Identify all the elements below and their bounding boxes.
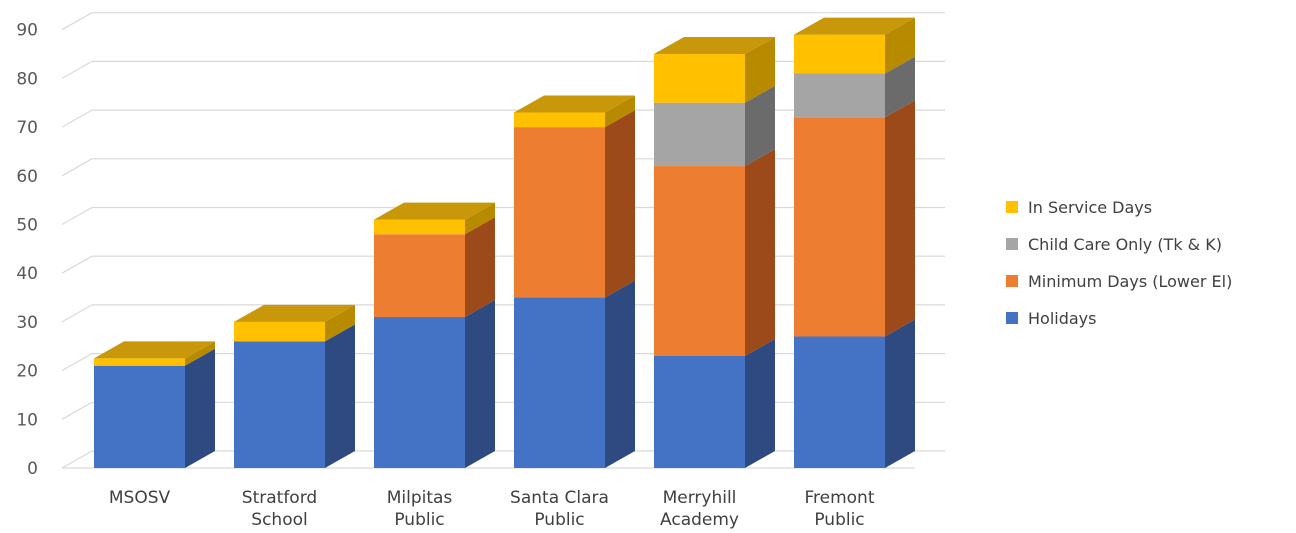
bar-side-segment [745,149,775,356]
y-tick-label: 70 [16,118,38,138]
legend-swatch [1006,312,1018,324]
bar-segment [654,102,745,167]
bar-segment [514,112,605,128]
bar-segment [234,341,325,468]
x-tick-label: Stratford School [242,488,317,530]
bar-segment [514,127,605,298]
bar-segment [234,321,325,342]
x-tick-label: Merryhill Academy [660,488,739,530]
bars [94,17,915,468]
bar-segment [374,219,465,235]
bar-top [234,304,355,322]
bar-side-segment [885,100,915,337]
bar-top [654,37,775,55]
bar-segment [794,117,885,337]
bar-side-segment [325,324,355,468]
legend-label: Holidays [1028,309,1096,328]
gridline-depth [61,12,93,31]
y-tick-label: 90 [16,21,38,41]
y-tick-label: 0 [27,459,38,479]
legend-entry: Holidays [1006,309,1096,328]
gridline-depth [61,255,93,274]
bar-segment [794,34,885,74]
legend-entry: Child Care Only (Tk & K) [1006,235,1222,254]
legend-swatch [1006,238,1018,250]
bar-top [94,341,215,359]
bar-stack [94,341,215,468]
bar-segment [374,317,465,468]
bar-side-segment [465,217,495,318]
legend: In Service Days Child Care Only (Tk & K) M… [1006,198,1232,328]
bar-segment [794,73,885,118]
bar-segment [94,358,185,366]
legend-swatch [1006,275,1018,287]
y-tick-label: 60 [16,167,38,187]
bar-side-segment [605,95,635,128]
bar-segment [654,166,745,356]
y-tick-label: 80 [16,69,38,89]
y-tick-label: 10 [16,410,38,430]
x-tick-label: Milpitas Public [387,488,453,530]
bar-side-segment [465,300,495,468]
y-tick-label: 50 [16,216,38,236]
bar-segment [654,54,745,103]
bar-segment [794,336,885,468]
bar-stack [794,17,915,468]
bar-side-segment [605,110,635,298]
bar-side-segment [885,56,915,118]
bar-side-segment [605,280,635,468]
bar-segment [374,234,465,318]
bar-top [514,95,635,113]
y-tick-label: 40 [16,264,38,284]
bar-side-segment [745,338,775,468]
bar-side-segment [745,85,775,167]
bar-side-segment [185,348,215,468]
bar-segment [94,365,185,468]
bar-top [374,202,495,220]
bar-side-segment [885,17,915,74]
bar-stack [374,202,495,468]
bar-stack [234,304,355,468]
gridline-depth [61,450,93,469]
x-tick-label: Fremont Public [804,488,874,530]
y-tick-label: 20 [16,362,38,382]
gridline-depth [61,60,93,79]
bar-stack [654,37,775,468]
y-axis: 0 10 20 30 40 50 60 70 80 90 [16,21,38,479]
bar-side-segment [885,319,915,468]
legend-label: Minimum Days (Lower El) [1028,272,1232,291]
gridline-depth [61,158,93,177]
x-tick-label: Santa Clara Public [510,488,609,530]
bar-segment [654,355,745,468]
legend-label: In Service Days [1028,198,1152,217]
legend-label: Child Care Only (Tk & K) [1028,235,1222,254]
bar-side-segment [465,202,495,235]
gridline-depth [61,401,93,420]
bar-side-segment [185,341,215,366]
bar-stack [514,95,635,468]
bar-segment [514,297,605,468]
bar-side-segment [745,37,775,103]
legend-entry: Minimum Days (Lower El) [1006,272,1232,291]
x-tick-label: MSOSV [109,488,171,508]
gridline-depth [61,353,93,372]
y-tick-label: 30 [16,313,38,333]
bar-top [794,17,915,35]
gridline-depth [61,109,93,128]
legend-entry: In Service Days [1006,198,1152,217]
x-axis: MSOSV Stratford School Milpitas Public Santa … [109,488,875,530]
legend-swatch [1006,201,1018,213]
bar-side-segment [325,304,355,342]
gridline-depth [61,304,93,323]
gridline-depth [61,206,93,226]
